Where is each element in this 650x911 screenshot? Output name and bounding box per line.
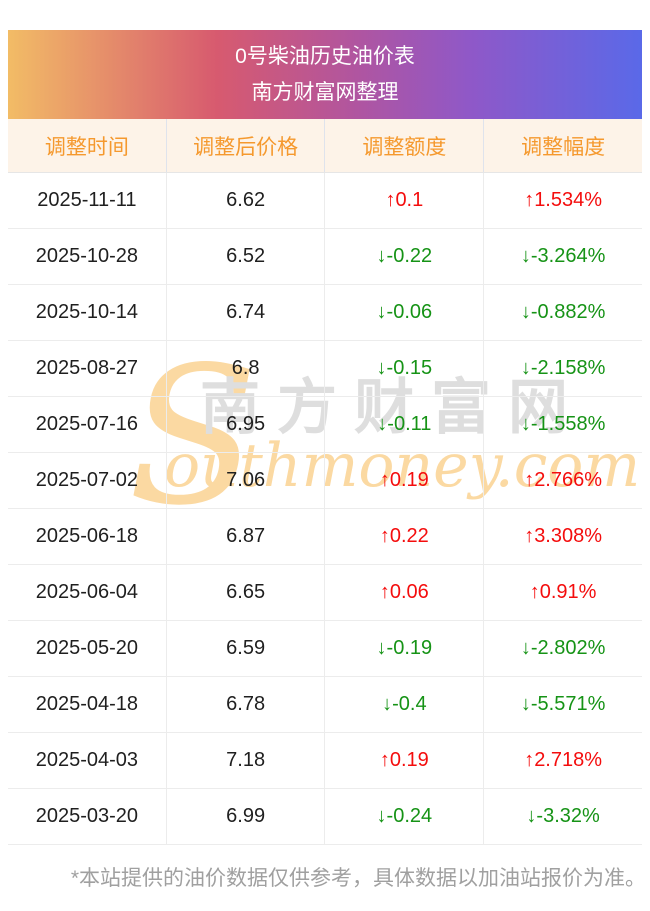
cell-price: 6.99 xyxy=(166,788,326,845)
cell-date: 2025-11-11 xyxy=(8,172,167,229)
cell-price: 6.74 xyxy=(166,284,326,341)
cell-change: ↓-0.4 xyxy=(324,676,485,733)
table-row: 2025-05-20 6.59 ↓-0.19 ↓-2.802% xyxy=(8,620,642,677)
cell-pct: ↓-5.571% xyxy=(483,676,642,733)
table-row: 2025-11-11 6.62 ↑0.1 ↑1.534% xyxy=(8,172,642,229)
cell-date: 2025-10-28 xyxy=(8,228,167,285)
cell-date: 2025-05-20 xyxy=(8,620,167,677)
table-row: 2025-07-02 7.06 ↑0.19 ↑2.766% xyxy=(8,452,642,509)
cell-date: 2025-04-18 xyxy=(8,676,167,733)
footer-note: *本站提供的油价数据仅供参考，具体数据以加油站报价为准。 xyxy=(70,867,646,890)
table-header-row: 调整时间 调整后价格 调整额度 调整幅度 xyxy=(8,119,642,173)
cell-change: ↓-0.06 xyxy=(324,284,485,341)
cell-pct: ↓-1.558% xyxy=(483,396,642,453)
cell-pct: ↑3.308% xyxy=(483,508,642,565)
banner: 0号柴油历史油价表 南方财富网整理 xyxy=(8,30,642,119)
cell-pct: ↑2.718% xyxy=(483,732,642,789)
table-row: 2025-06-18 6.87 ↑0.22 ↑3.308% xyxy=(8,508,642,565)
cell-change: ↑0.22 xyxy=(324,508,485,565)
cell-date: 2025-06-04 xyxy=(8,564,167,621)
table-row: 2025-07-16 6.95 ↓-0.11 ↓-1.558% xyxy=(8,396,642,453)
cell-date: 2025-04-03 xyxy=(8,732,167,789)
column-header-adjust-pct: 调整幅度 xyxy=(483,119,642,173)
table-row: 2025-03-20 6.99 ↓-0.24 ↓-3.32% xyxy=(8,788,642,845)
table-row: 2025-04-18 6.78 ↓-0.4 ↓-5.571% xyxy=(8,676,642,733)
table-row: 2025-04-03 7.18 ↑0.19 ↑2.718% xyxy=(8,732,642,789)
table-row: 2025-08-27 6.8 ↓-0.15 ↓-2.158% xyxy=(8,340,642,397)
cell-change: ↑0.19 xyxy=(324,452,485,509)
cell-date: 2025-08-27 xyxy=(8,340,167,397)
cell-date: 2025-06-18 xyxy=(8,508,167,565)
cell-pct: ↓-3.264% xyxy=(483,228,642,285)
cell-price: 7.18 xyxy=(166,732,326,789)
cell-price: 6.59 xyxy=(166,620,326,677)
cell-pct: ↓-2.158% xyxy=(483,340,642,397)
cell-price: 6.78 xyxy=(166,676,326,733)
table-row: 2025-10-28 6.52 ↓-0.22 ↓-3.264% xyxy=(8,228,642,285)
cell-change: ↓-0.19 xyxy=(324,620,485,677)
table-row: 2025-10-14 6.74 ↓-0.06 ↓-0.882% xyxy=(8,284,642,341)
cell-change: ↓-0.24 xyxy=(324,788,485,845)
cell-price: 6.87 xyxy=(166,508,326,565)
cell-change: ↑0.06 xyxy=(324,564,485,621)
page-subtitle: 南方财富网整理 xyxy=(251,81,399,104)
column-header-adjust-amount: 调整额度 xyxy=(324,119,485,173)
cell-pct: ↑2.766% xyxy=(483,452,642,509)
cell-price: 6.52 xyxy=(166,228,326,285)
cell-pct: ↓-2.802% xyxy=(483,620,642,677)
cell-pct: ↑0.91% xyxy=(483,564,642,621)
cell-change: ↓-0.11 xyxy=(324,396,485,453)
cell-price: 6.95 xyxy=(166,396,326,453)
cell-pct: ↓-0.882% xyxy=(483,284,642,341)
column-header-adjusted-price: 调整后价格 xyxy=(166,119,326,173)
table-row: 2025-06-04 6.65 ↑0.06 ↑0.91% xyxy=(8,564,642,621)
table-body: 2025-11-11 6.62 ↑0.1 ↑1.534% 2025-10-28 6.52 ↓… xyxy=(8,172,642,845)
cell-date: 2025-10-14 xyxy=(8,284,167,341)
cell-price: 6.62 xyxy=(166,172,326,229)
price-table: 调整时间 调整后价格 调整额度 调整幅度 2025-11-11 6.62 ↑0.1 ↑… xyxy=(8,119,642,845)
cell-price: 7.06 xyxy=(166,452,326,509)
cell-pct: ↑1.534% xyxy=(483,172,642,229)
cell-price: 6.65 xyxy=(166,564,326,621)
cell-change: ↓-0.15 xyxy=(324,340,485,397)
cell-date: 2025-07-16 xyxy=(8,396,167,453)
column-header-adjust-time: 调整时间 xyxy=(8,119,167,173)
cell-change: ↑0.19 xyxy=(324,732,485,789)
cell-price: 6.8 xyxy=(166,340,326,397)
page-title: 0号柴油历史油价表 xyxy=(235,44,415,68)
cell-change: ↑0.1 xyxy=(324,172,485,229)
cell-date: 2025-07-02 xyxy=(8,452,167,509)
cell-date: 2025-03-20 xyxy=(8,788,167,845)
cell-change: ↓-0.22 xyxy=(324,228,485,285)
cell-pct: ↓-3.32% xyxy=(483,788,642,845)
